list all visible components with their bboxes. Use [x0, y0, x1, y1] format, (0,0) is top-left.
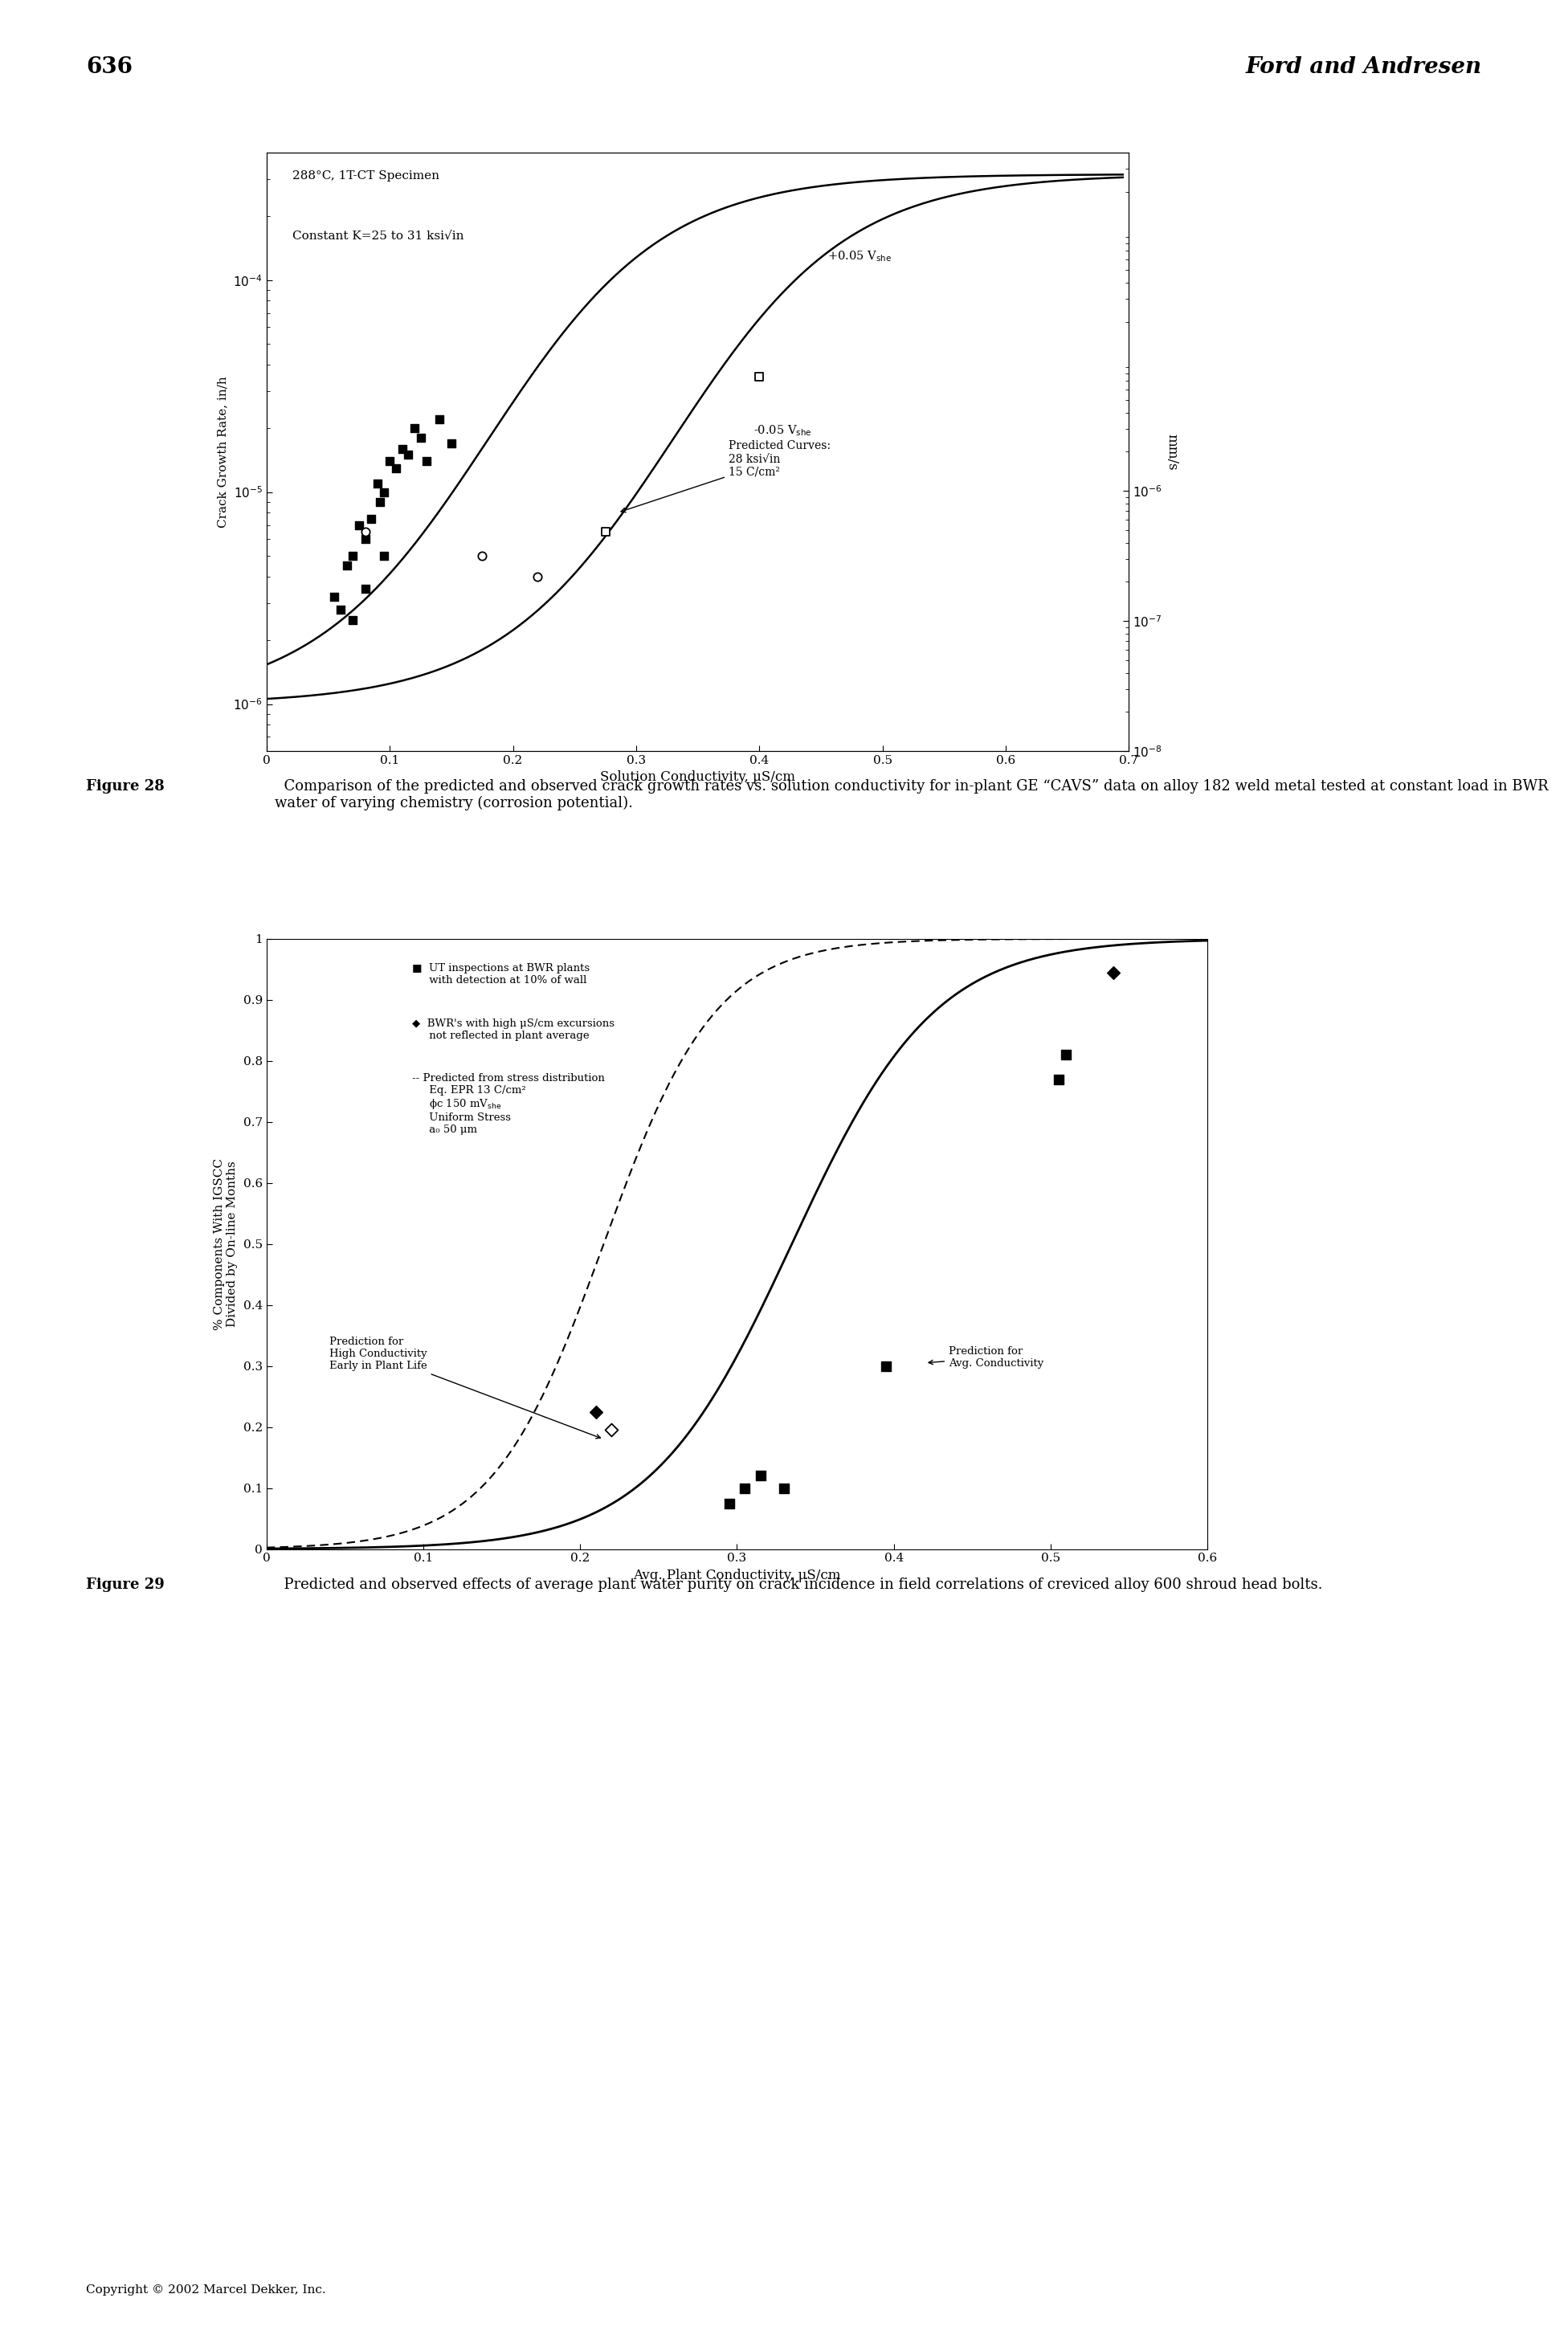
Point: [426, 401, 452, 439]
Text: Predicted Curves:
28 ksi√in
15 C/cm²: Predicted Curves: 28 ksi√in 15 C/cm²: [621, 441, 831, 512]
Point: [732, 1469, 757, 1507]
Text: -- Predicted from stress distribution
     Eq. EPR 13 C/cm²
     ϕc 150 mV$_{\ma: -- Predicted from stress distribution Eq…: [412, 1073, 605, 1136]
Point: [525, 559, 550, 596]
Point: [347, 507, 372, 545]
Point: [353, 514, 378, 552]
Point: [748, 1457, 773, 1495]
Point: [439, 425, 464, 462]
Text: Figure 29: Figure 29: [86, 1577, 165, 1591]
Text: Constant K=25 to 31 ksi√in: Constant K=25 to 31 ksi√in: [292, 230, 464, 242]
Point: [583, 1392, 608, 1429]
Point: [321, 577, 347, 615]
Point: [717, 1483, 742, 1521]
Point: [1101, 953, 1126, 990]
Text: Comparison of the predicted and observed crack growth rates vs. solution conduct: Comparison of the predicted and observed…: [274, 779, 1548, 810]
Point: [746, 359, 771, 397]
Text: Prediction for
High Conductivity
Early in Plant Life: Prediction for High Conductivity Early i…: [329, 1338, 601, 1439]
Point: [359, 500, 384, 537]
Y-axis label: mm/s: mm/s: [1165, 434, 1179, 469]
Point: [334, 547, 359, 584]
Y-axis label: Crack Growth Rate, in/h: Crack Growth Rate, in/h: [218, 376, 229, 528]
Point: [378, 441, 403, 479]
Point: [771, 1469, 797, 1507]
Point: [401, 408, 426, 446]
Y-axis label: % Components With IGSCC
Divided by On-line Months: % Components With IGSCC Divided by On-li…: [213, 1157, 238, 1331]
Text: Prediction for
Avg. Conductivity: Prediction for Avg. Conductivity: [928, 1345, 1044, 1368]
Text: ■  UT inspections at BWR plants
     with detection at 10% of wall: ■ UT inspections at BWR plants with dete…: [412, 962, 590, 986]
Point: [408, 420, 433, 458]
Point: [367, 483, 392, 521]
Point: [1054, 1035, 1079, 1073]
Point: [353, 570, 378, 608]
X-axis label: Avg. Plant Conductivity, μS/cm: Avg. Plant Conductivity, μS/cm: [633, 1568, 840, 1582]
Point: [395, 437, 420, 474]
Text: 636: 636: [86, 56, 133, 77]
Point: [372, 474, 397, 512]
Text: -0.05 V$_{\mathrm{she}}$: -0.05 V$_{\mathrm{she}}$: [753, 425, 812, 439]
Text: Ford and Andresen: Ford and Andresen: [1245, 56, 1482, 77]
Point: [593, 514, 618, 552]
Point: [340, 601, 365, 638]
Point: [372, 537, 397, 575]
X-axis label: Solution Conductivity, μS/cm: Solution Conductivity, μS/cm: [601, 770, 795, 784]
Text: 288°C, 1T-CT Specimen: 288°C, 1T-CT Specimen: [292, 171, 439, 181]
Point: [873, 1347, 898, 1385]
Point: [353, 521, 378, 559]
Text: Predicted and observed effects of average plant water purity on crack incidence : Predicted and observed effects of averag…: [274, 1577, 1322, 1591]
Text: Figure 28: Figure 28: [86, 779, 165, 793]
Point: [365, 465, 390, 502]
Point: [340, 537, 365, 575]
Point: [383, 448, 408, 486]
Point: [328, 591, 353, 629]
Point: [389, 430, 414, 467]
Text: Copyright © 2002 Marcel Dekker, Inc.: Copyright © 2002 Marcel Dekker, Inc.: [86, 2284, 326, 2295]
Point: [1046, 1061, 1071, 1098]
Text: +0.05 V$_{\mathrm{she}}$: +0.05 V$_{\mathrm{she}}$: [828, 249, 891, 263]
Text: ◆  BWR's with high μS/cm excursions
     not reflected in plant average: ◆ BWR's with high μS/cm excursions not r…: [412, 1019, 615, 1040]
Point: [599, 1411, 624, 1448]
Point: [414, 441, 439, 479]
Point: [470, 537, 495, 575]
